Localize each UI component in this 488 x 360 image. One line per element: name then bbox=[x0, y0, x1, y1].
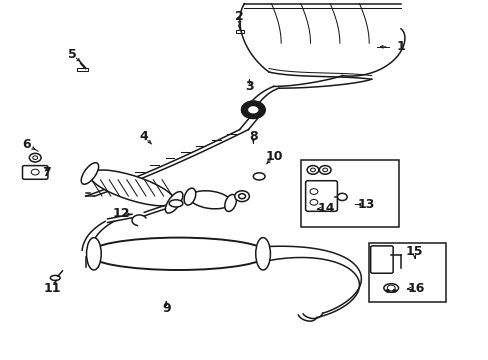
Ellipse shape bbox=[224, 194, 236, 211]
Text: 14: 14 bbox=[317, 202, 335, 215]
Ellipse shape bbox=[165, 192, 183, 213]
Bar bbox=[368, 243, 446, 302]
Ellipse shape bbox=[169, 200, 183, 207]
Circle shape bbox=[31, 169, 39, 175]
FancyBboxPatch shape bbox=[22, 166, 48, 179]
Bar bbox=[77, 68, 88, 71]
Circle shape bbox=[306, 166, 318, 174]
Bar bbox=[300, 160, 398, 227]
Text: 2: 2 bbox=[235, 10, 244, 23]
Circle shape bbox=[386, 285, 394, 291]
Circle shape bbox=[309, 189, 317, 194]
Circle shape bbox=[238, 194, 245, 199]
Text: 16: 16 bbox=[407, 282, 425, 295]
Bar bbox=[235, 30, 243, 33]
Text: 6: 6 bbox=[22, 138, 31, 151]
Text: 11: 11 bbox=[44, 282, 61, 295]
Circle shape bbox=[234, 191, 249, 202]
Circle shape bbox=[33, 156, 38, 159]
Ellipse shape bbox=[86, 238, 101, 270]
Circle shape bbox=[385, 289, 389, 292]
FancyBboxPatch shape bbox=[305, 181, 337, 211]
Text: 5: 5 bbox=[68, 48, 77, 61]
Text: 4: 4 bbox=[140, 130, 148, 143]
Ellipse shape bbox=[81, 163, 99, 184]
Text: 12: 12 bbox=[112, 207, 130, 220]
Ellipse shape bbox=[189, 191, 230, 209]
Circle shape bbox=[392, 289, 396, 292]
Text: 1: 1 bbox=[396, 40, 405, 53]
Text: 9: 9 bbox=[162, 302, 170, 315]
Circle shape bbox=[309, 199, 317, 205]
Ellipse shape bbox=[383, 284, 398, 292]
Circle shape bbox=[337, 193, 346, 201]
Ellipse shape bbox=[255, 238, 270, 270]
Circle shape bbox=[310, 168, 315, 172]
Text: 10: 10 bbox=[264, 150, 282, 163]
Text: 7: 7 bbox=[42, 166, 51, 179]
Ellipse shape bbox=[50, 275, 60, 280]
Circle shape bbox=[319, 166, 330, 174]
Ellipse shape bbox=[88, 238, 268, 270]
Circle shape bbox=[322, 168, 327, 172]
Ellipse shape bbox=[89, 170, 174, 206]
Circle shape bbox=[29, 153, 41, 162]
Ellipse shape bbox=[253, 173, 264, 180]
Ellipse shape bbox=[184, 188, 195, 205]
Text: 15: 15 bbox=[405, 245, 423, 258]
Text: 3: 3 bbox=[244, 80, 253, 93]
Text: 13: 13 bbox=[356, 198, 374, 211]
Text: 8: 8 bbox=[248, 130, 257, 143]
FancyBboxPatch shape bbox=[370, 246, 392, 273]
